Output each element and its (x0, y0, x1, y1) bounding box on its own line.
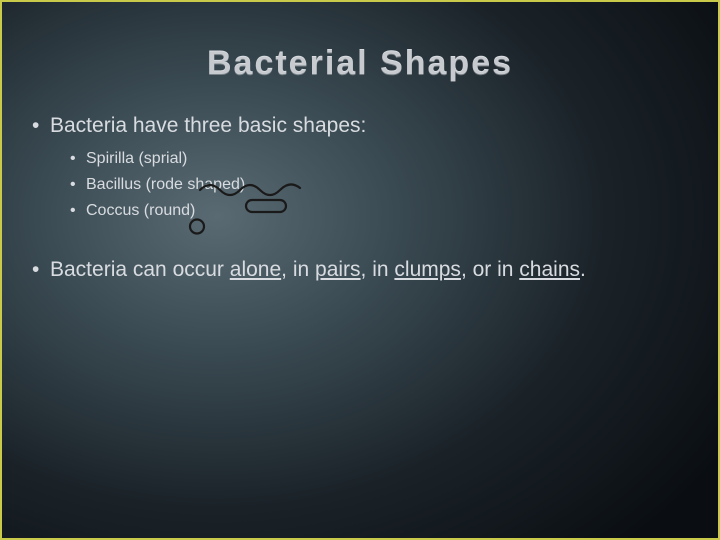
slide-title: Bacterial Shapes Bacterial Shapes (2, 2, 718, 111)
slide: Bacterial Shapes Bacterial Shapes Bacter… (0, 0, 720, 540)
arrangement-join-4: . (580, 258, 586, 281)
arrangement-join-2: , in (361, 258, 395, 281)
shape-item-coccus: Coccus (round) (70, 200, 688, 222)
bullet-list: Bacteria have three basic shapes: Spiril… (32, 111, 688, 221)
shape-list: Spirilla (sprial) Bacillus (rode shaped)… (70, 148, 688, 221)
bullet-arrangement: Bacteria can occur alone, in pairs, in c… (32, 255, 688, 284)
arrangement-word-2: pairs (315, 258, 361, 281)
arrangement-join-1: , in (281, 258, 315, 281)
spacer (32, 231, 688, 255)
arrangement-join-3: , or in (461, 258, 519, 281)
arrangement-word-4: chains (519, 258, 580, 281)
arrangement-word-1: alone (230, 258, 281, 281)
shape-label: Coccus (round) (86, 202, 195, 219)
shape-label: Spirilla (sprial) (86, 150, 187, 167)
bullet-intro: Bacteria have three basic shapes: Spiril… (32, 111, 688, 221)
arrangement-word-3: clumps (394, 258, 461, 281)
shape-item-spirilla: Spirilla (sprial) (70, 148, 688, 170)
shape-label: Bacillus (rode shaped) (86, 176, 245, 193)
bullet-intro-text: Bacteria have three basic shapes: (50, 114, 366, 137)
arrangement-pre: Bacteria can occur (50, 258, 230, 281)
bullet-list-2: Bacteria can occur alone, in pairs, in c… (32, 255, 688, 284)
title-text-shadow: Bacterial Shapes (2, 45, 718, 84)
slide-content: Bacteria have three basic shapes: Spiril… (2, 111, 718, 285)
shape-item-bacillus: Bacillus (rode shaped) (70, 174, 688, 196)
